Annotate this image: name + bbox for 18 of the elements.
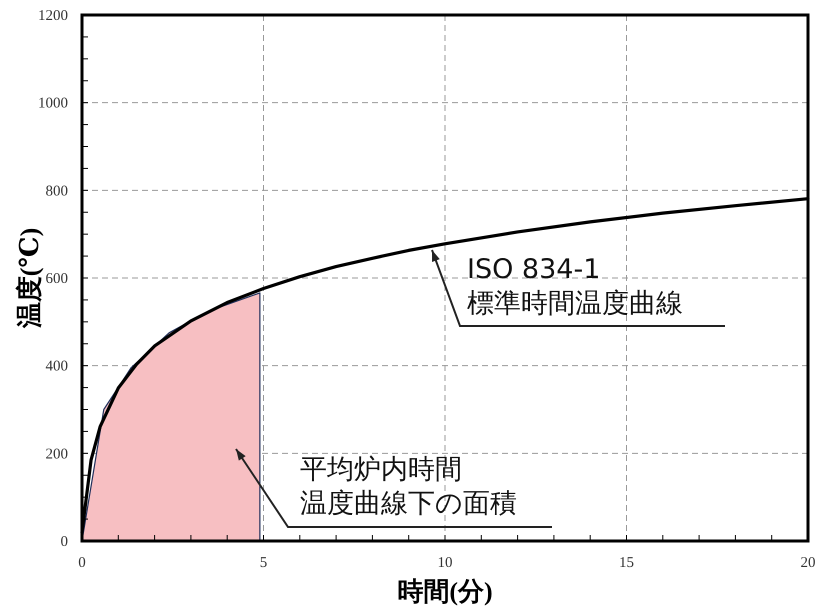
- x-axis-title: 時間(分): [397, 577, 493, 606]
- x-tick-label: 0: [78, 555, 86, 571]
- y-tick-label: 1200: [38, 8, 68, 24]
- y-tick-label: 800: [46, 183, 68, 200]
- y-tick-label: 400: [46, 358, 68, 375]
- x-tick-label: 5: [260, 555, 268, 571]
- y-tick-label: 1000: [38, 96, 68, 112]
- annotation: 標準時間温度曲線: [467, 288, 683, 319]
- x-tick-label: 20: [800, 555, 816, 571]
- annotation: 温度曲線下の面積: [300, 488, 517, 519]
- y-tick-label: 0: [60, 534, 68, 550]
- y-tick-label: 200: [46, 446, 68, 462]
- x-tick-label: 10: [438, 555, 452, 571]
- x-tick-label: 15: [619, 555, 634, 571]
- annotation: 平均炉内時間: [300, 454, 462, 485]
- annotation: ISO 834-1: [467, 254, 600, 285]
- y-axis-title: 温度(℃): [15, 228, 44, 330]
- y-tick-label: 600: [46, 271, 68, 287]
